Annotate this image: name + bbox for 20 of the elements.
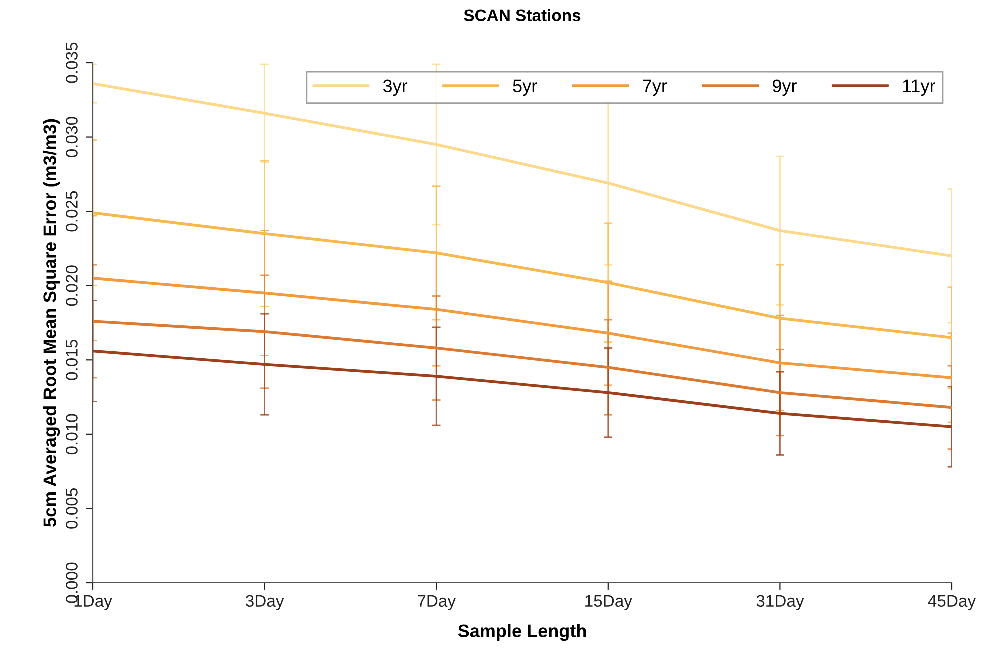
y-tick-label: 0.015 [66,340,78,380]
legend-label: 7yr [643,80,668,96]
x-tick-label: 7Day [418,595,456,610]
chart-title: SCAN Stations [464,9,581,22]
x-axis-title: Sample Length [458,624,586,642]
legend-label: 3yr [383,80,408,96]
y-tick-label: 0.010 [66,414,78,455]
y-tick-label: 0.025 [66,191,78,232]
y-axis-title: 5cm Averaged Root Mean Square Error (m3/m3) [43,119,60,527]
y-tick-label: 0.030 [66,117,78,158]
y-tick-label: 0.020 [66,266,78,306]
x-tick-label: 15Day [586,595,632,610]
x-tick-label: 31Day [756,595,804,610]
legend-label: 9yr [773,80,797,96]
x-tick-label: 3Day [246,595,284,610]
legend-label: 5yr [513,80,538,96]
legend-label: 11yr [903,80,936,96]
x-tick-label: 45Day [928,595,976,610]
y-tick-label: 0.035 [66,42,78,84]
y-tick-label: 0.005 [66,488,78,529]
